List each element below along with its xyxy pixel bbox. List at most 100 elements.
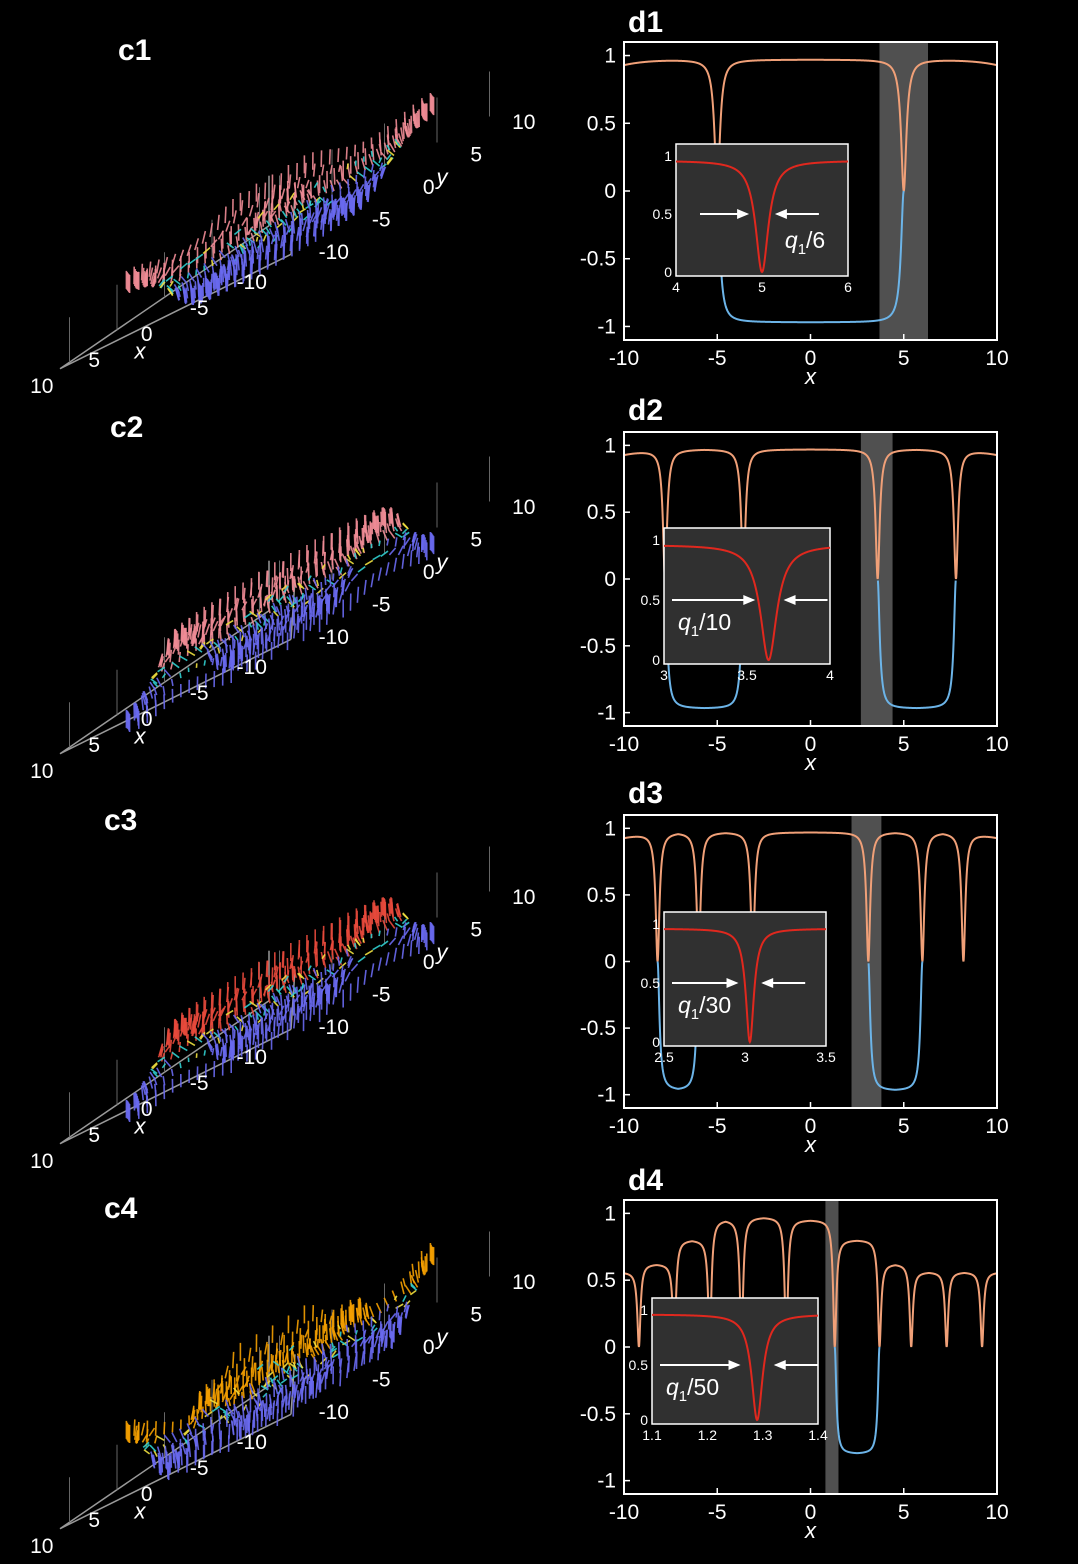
spin-arrow <box>241 601 248 611</box>
spin-arrow <box>141 1082 147 1096</box>
spin-arrow <box>249 227 258 235</box>
spin-arrow <box>395 1306 399 1318</box>
spin-arrow <box>250 232 255 242</box>
spin-arrow <box>248 622 253 628</box>
spin-arrow <box>180 1014 183 1032</box>
spin-arrow <box>251 1384 256 1393</box>
inset-x-tick-label: 1.2 <box>698 1427 718 1443</box>
spin-arrow <box>241 1395 245 1412</box>
spin-arrow <box>248 1383 254 1395</box>
spin-arrow <box>300 986 304 999</box>
axis-box-edge <box>59 225 292 370</box>
spin-arrow <box>313 1346 320 1356</box>
spin-arrow <box>363 969 367 985</box>
spin-arrow <box>405 125 410 138</box>
spin-arrow <box>150 275 156 287</box>
spin-arrow <box>354 548 361 556</box>
spin-arrow <box>190 1407 195 1421</box>
spin-arrow <box>175 1450 180 1462</box>
spin-arrow <box>209 1031 216 1042</box>
spin-arrow <box>256 247 260 260</box>
spin-arrow <box>271 1355 274 1371</box>
spin-arrow <box>329 1343 332 1359</box>
spin-arrow <box>347 1335 356 1342</box>
spin-arrow <box>252 624 257 637</box>
spin-arrow <box>218 1422 221 1440</box>
spin-arrow <box>403 536 406 549</box>
spin-arrow <box>403 111 406 128</box>
spin-arrow <box>364 1304 368 1318</box>
spin-arrow <box>345 146 348 160</box>
spin-arrow <box>224 652 227 667</box>
spin-arrow <box>220 1377 223 1394</box>
spin-arrow <box>246 226 254 235</box>
spin-arrow <box>203 262 210 273</box>
spin-arrow <box>309 1005 312 1022</box>
spin-arrow <box>320 581 323 597</box>
spin-arrow <box>218 253 222 261</box>
x-axis-label: x <box>134 1114 147 1139</box>
spin-arrow <box>342 1316 346 1332</box>
spin-arrow <box>339 567 343 574</box>
x-axis-label: x <box>134 339 147 364</box>
chart-d3: d3 -10 -5 0 5 10 1 0.5 0 -0.5 -1 x 2.5 3 3.5 1 0.5 0 q1/30 <box>580 777 1009 1157</box>
inset-y-tick-label: 0.5 <box>653 206 673 222</box>
spin-arrow <box>227 1374 232 1390</box>
spin-arrow <box>346 534 349 547</box>
spin-arrow <box>391 135 397 149</box>
spin-arrow <box>198 634 205 645</box>
spin-arrow <box>220 615 227 627</box>
spin-arrow <box>360 1351 365 1366</box>
spin-arrow <box>299 960 304 970</box>
spin-arrow <box>185 287 189 299</box>
spin-arrow <box>240 1024 244 1032</box>
spin-arrow <box>380 167 385 180</box>
spin-arrow <box>390 897 393 914</box>
y-axis-label: y <box>435 164 450 189</box>
spin-arrow <box>308 974 317 981</box>
spin-arrow <box>177 285 182 292</box>
spin-arrow <box>298 972 305 980</box>
spin-arrow <box>212 1010 219 1022</box>
spin-arrow <box>358 535 363 550</box>
spin-arrow <box>244 250 248 267</box>
spin-arrow <box>279 1005 285 1015</box>
spin-arrow <box>210 617 216 629</box>
spin-arrow <box>297 1388 302 1401</box>
y-tick-label: 1 <box>604 434 616 457</box>
spin-arrow <box>301 188 304 198</box>
spin-arrow <box>252 240 258 254</box>
spin-arrow <box>280 1332 284 1346</box>
spin-arrow <box>242 247 246 263</box>
spin-arrow <box>356 586 360 603</box>
spin-arrow <box>225 1399 231 1412</box>
y-axis-label: y <box>435 1324 450 1349</box>
spin-arrow <box>204 623 211 636</box>
spin-arrow <box>172 643 178 655</box>
spin-arrow <box>211 1405 221 1413</box>
x-axis-label: x <box>134 724 147 749</box>
spin-arrow <box>211 259 214 267</box>
spin-arrow <box>378 930 381 937</box>
spin-arrow <box>186 1040 196 1047</box>
x-tick-label: 10 <box>985 733 1008 756</box>
spin-arrow <box>152 1071 159 1078</box>
spin-arrow <box>224 638 228 654</box>
y-tick-label: -5 <box>372 1369 391 1392</box>
spin-arrow <box>408 119 412 135</box>
spin-arrow <box>156 1446 162 1459</box>
spin-arrow <box>140 1422 146 1436</box>
spin-arrow <box>177 1029 180 1045</box>
spin-arrow <box>291 594 297 604</box>
spin-arrow <box>216 639 222 652</box>
spin-arrow <box>141 692 147 706</box>
spin-arrow <box>142 690 148 702</box>
spin-arrow <box>216 1029 222 1042</box>
spin-arrow <box>183 1429 190 1436</box>
spin-arrow <box>293 966 297 977</box>
inset-x-tick-label: 2.5 <box>654 1049 674 1065</box>
spin-arrow <box>354 1336 364 1343</box>
spin-arrow <box>150 272 155 285</box>
spin-arrow <box>282 1362 289 1369</box>
y-tick-label: -1 <box>597 1470 616 1493</box>
